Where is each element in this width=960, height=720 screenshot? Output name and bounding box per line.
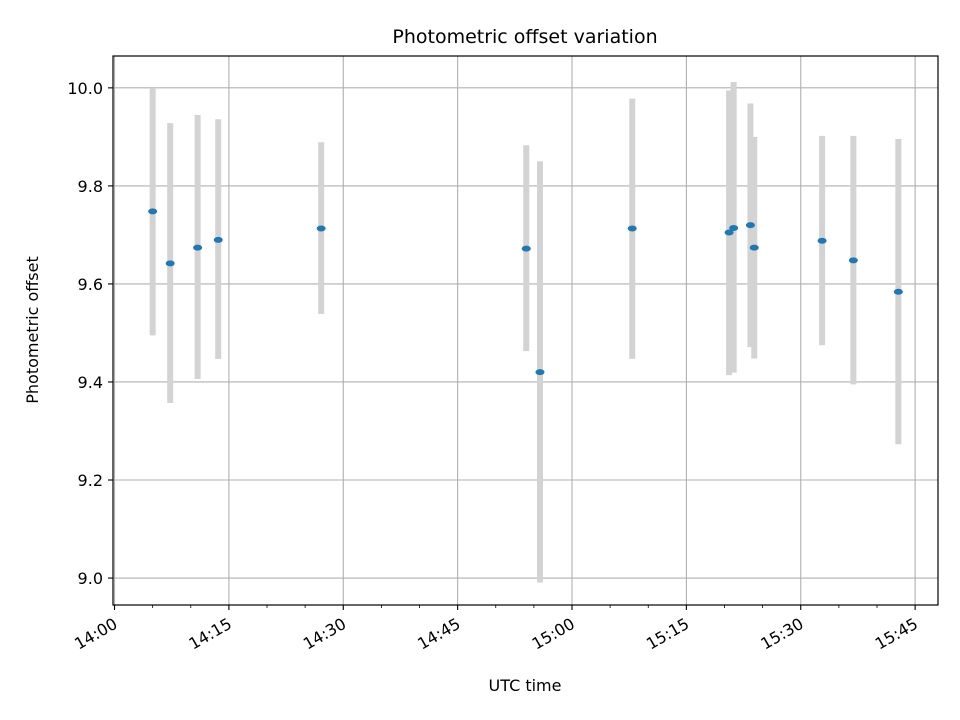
data-point (817, 237, 827, 244)
data-point (148, 208, 158, 215)
plot-frame (112, 55, 939, 606)
data-point (165, 260, 175, 267)
data-point (521, 245, 531, 252)
data-points (148, 208, 903, 376)
y-tick-label: 9.8 (78, 177, 103, 196)
data-point (213, 236, 223, 243)
data-point (749, 244, 759, 251)
y-tick-label: 10.0 (67, 79, 103, 98)
data-point (535, 369, 545, 376)
chart-title: Photometric offset variation (392, 26, 657, 48)
data-point (848, 257, 858, 264)
data-point (627, 225, 637, 232)
data-point (316, 225, 326, 232)
data-point (893, 288, 903, 295)
x-axis-title: UTC time (489, 676, 562, 695)
data-point (729, 225, 739, 232)
y-tick-label: 9.4 (78, 373, 103, 392)
data-point (193, 244, 203, 251)
y-tick-label: 9.0 (78, 569, 103, 588)
data-point (724, 229, 734, 236)
y-tick-label: 9.2 (78, 471, 103, 490)
data-point (745, 222, 755, 229)
y-axis-title: Photometric offset (23, 256, 42, 404)
y-axis-ticks: 9.0 9.2 9.4 9.6 9.8 10.0 (67, 79, 113, 588)
y-tick-label: 9.6 (78, 275, 103, 294)
